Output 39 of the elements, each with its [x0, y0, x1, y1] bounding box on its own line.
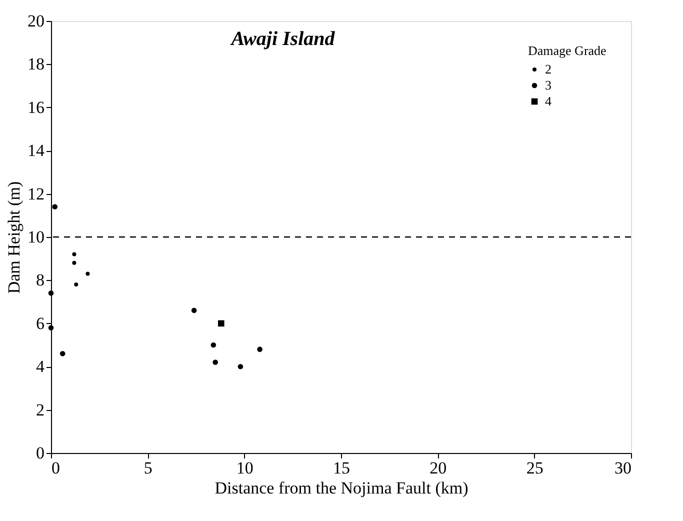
legend-title: Damage Grade	[528, 43, 607, 58]
x-tick-label: 15	[333, 458, 350, 478]
y-tick-label: 14	[28, 141, 45, 160]
x-tick-label: 25	[526, 458, 544, 478]
point	[72, 252, 76, 256]
y-tick-label: 20	[28, 12, 44, 30]
point	[74, 282, 78, 287]
point	[86, 272, 90, 276]
point	[48, 325, 54, 330]
point	[210, 342, 216, 348]
y-tick-label: 12	[28, 184, 44, 204]
y-tick-label: 16	[28, 98, 44, 117]
x-axis-title: Distance from the Nojima Fault (km)	[214, 478, 468, 498]
y-tick-label: 0	[36, 444, 44, 462]
chart-title: Awaji Island	[229, 28, 336, 50]
y-tick-label: 18	[28, 54, 44, 74]
point	[212, 360, 218, 365]
x-tick-label: 20	[430, 458, 447, 478]
point	[52, 204, 58, 210]
point	[238, 364, 244, 370]
point	[257, 346, 262, 352]
point	[218, 320, 224, 327]
legend-label: 4	[545, 94, 552, 108]
y-tick-label: 10	[28, 228, 44, 246]
y-tick-label: 6	[36, 314, 44, 333]
x-tick-label: 0	[52, 458, 60, 478]
point	[191, 308, 197, 314]
x-tick-label: 30	[614, 458, 632, 478]
point	[72, 260, 76, 265]
point	[48, 290, 54, 296]
y-tick-label: 2	[36, 400, 44, 420]
point	[60, 351, 66, 356]
legend-label: 2	[545, 62, 552, 76]
y-axis-title: Dam Height (m)	[4, 181, 24, 294]
x-tick-label: 10	[236, 458, 254, 478]
y-tick-label: 8	[36, 270, 44, 290]
legend-label: 3	[545, 78, 552, 92]
y-tick-label: 4	[36, 357, 45, 376]
x-tick-label: 5	[144, 458, 152, 478]
